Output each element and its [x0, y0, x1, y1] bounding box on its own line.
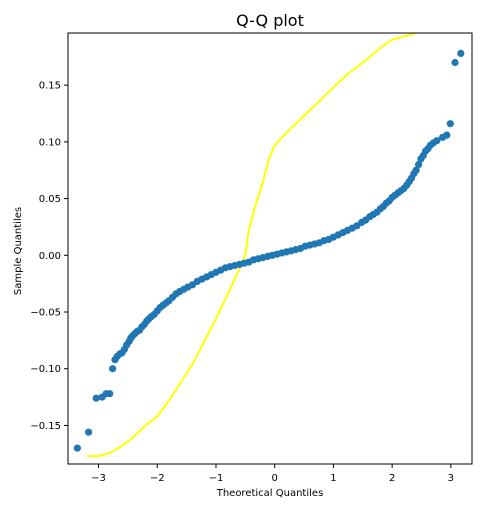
x-tick-label: −1 [209, 473, 224, 484]
x-axis-label: Theoretical Quantiles [216, 488, 324, 499]
x-tick-label: 3 [448, 473, 454, 484]
x-tick-label: 2 [389, 473, 395, 484]
data-point [106, 390, 114, 398]
x-axis-ticks: −3 −2 −1 0 1 2 3 [91, 464, 454, 484]
data-point [412, 166, 420, 174]
x-tick-label: 1 [330, 473, 336, 484]
overlay-curve [86, 33, 421, 458]
points-layer [73, 49, 465, 452]
data-point [433, 137, 441, 145]
data-point [451, 58, 459, 67]
data-point [109, 365, 117, 373]
chart-title: Q-Q plot [236, 11, 304, 30]
data-point [92, 394, 100, 402]
x-tick-label: −2 [150, 473, 165, 484]
data-point [443, 131, 451, 139]
plot-frame [67, 32, 473, 465]
curve-layer [86, 33, 421, 458]
y-tick-label: −0.05 [30, 308, 61, 319]
data-point [446, 120, 454, 128]
y-tick-label: 0.05 [39, 194, 61, 205]
y-axis-label: Sample Quantiles [13, 207, 24, 295]
y-tick-label: 0.00 [39, 251, 61, 262]
data-point [415, 161, 423, 169]
y-tick-label: 0.10 [39, 137, 61, 148]
x-tick-label: −3 [91, 473, 106, 484]
data-point [85, 428, 93, 436]
y-tick-label: 0.15 [39, 81, 61, 92]
data-point [73, 444, 81, 452]
data-point [457, 49, 465, 58]
y-tick-label: −0.15 [30, 421, 61, 432]
y-axis-ticks: −0.15 −0.10 −0.05 0.00 0.05 0.10 0.15 [30, 81, 68, 432]
y-tick-label: −0.10 [30, 364, 61, 375]
x-tick-label: 0 [272, 473, 278, 484]
